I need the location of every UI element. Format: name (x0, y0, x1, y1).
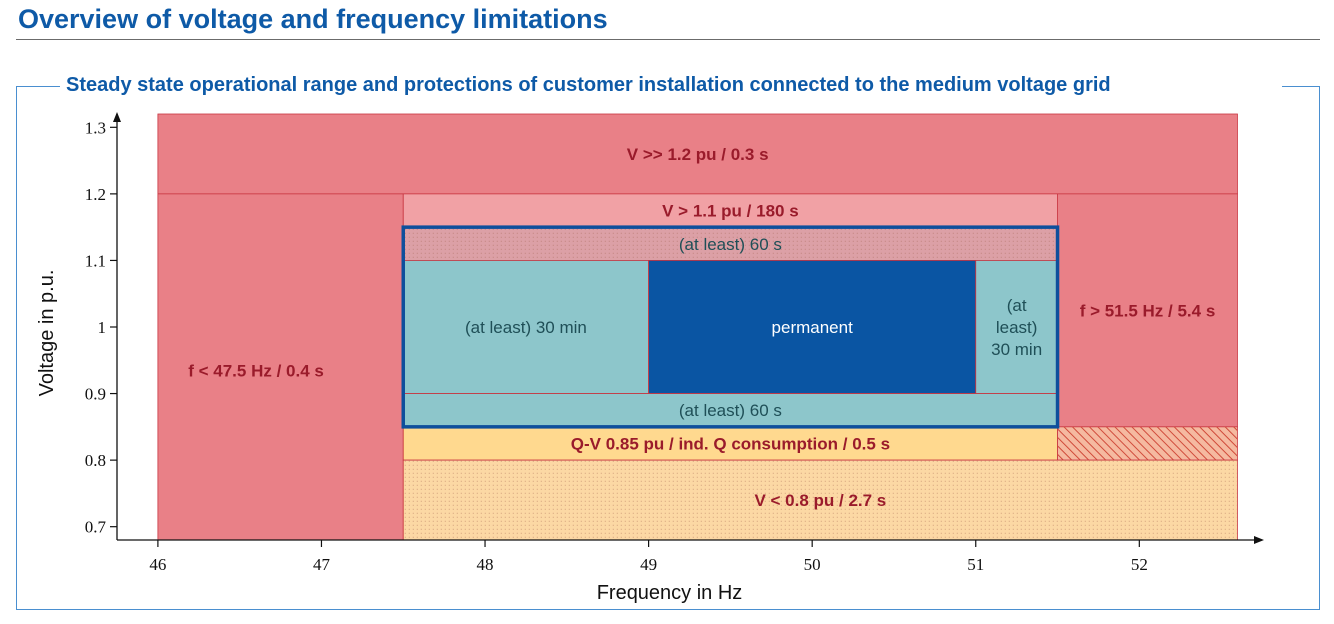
zone-label-permanent: permanent (772, 318, 854, 337)
zone-label-under-frequency: f < 47.5 Hz / 0.4 s (188, 361, 324, 380)
x-tick-label-50: 50 (804, 555, 821, 574)
y-tick-label-0.8: 0.8 (85, 451, 106, 470)
zone-right-30min (975, 260, 1058, 394)
y-tick-label-1.3: 1.3 (85, 118, 106, 137)
zone-label-left-30min: (at least) 30 min (465, 318, 587, 337)
x-tick-label-51: 51 (967, 555, 984, 574)
zone-under-frequency (157, 193, 404, 541)
zone-under-voltage-dots (403, 460, 1238, 540)
zone-permanent (648, 260, 977, 394)
chart-frame-top-right (1282, 86, 1320, 87)
y-axis-label: Voltage in p.u. (36, 270, 58, 397)
zone-label-upper-60s: (at least) 60 s (679, 235, 782, 254)
zones-layer (157, 113, 1238, 541)
zone-label-over-voltage-slow: V > 1.1 pu / 180 s (662, 202, 799, 221)
zone-q-v-hatched-hatch (1057, 426, 1238, 461)
axes-layer: 46 47 48 49 50 51 52 0.7 0.8 0.9 1 1.1 1.2 1.3 Frequen… (36, 112, 1264, 604)
y-tick-label-1: 1 (98, 318, 107, 337)
zone-label-under-voltage: V < 0.8 pu / 2.7 s (754, 491, 886, 510)
x-axis-label: Frequency in Hz (597, 582, 743, 604)
zone-lower-60s (402, 393, 1058, 428)
zone-label-q-v-protection: Q-V 0.85 pu / ind. Q consumption / 0.5 s (571, 434, 890, 453)
chart-frame-top-left (16, 86, 60, 87)
x-tick-label-49: 49 (640, 555, 657, 574)
y-tick-label-1.2: 1.2 (85, 185, 106, 204)
y-tick-label-1.1: 1.1 (85, 251, 106, 270)
zone-upper-60s-dots (403, 227, 1058, 261)
zone-over-frequency (1057, 193, 1238, 428)
y-axis-arrow (113, 112, 121, 122)
x-axis-arrow (1254, 536, 1264, 544)
x-tick-label-52: 52 (1131, 555, 1148, 574)
title-divider (16, 39, 1320, 40)
zone-over-voltage-slow (402, 193, 1058, 228)
x-tick-label-46: 46 (149, 555, 166, 574)
zone-label-right-30min: (at least) 30 min (991, 296, 1042, 359)
zone-q-v-protection (402, 426, 1058, 461)
zone-left-30min (402, 260, 650, 394)
y-tick-label-0.7: 0.7 (85, 518, 107, 537)
chart-frame (16, 86, 1320, 610)
x-tick-label-47: 47 (313, 555, 331, 574)
operational-range-border (401, 225, 1060, 429)
zone-label-lower-60s: (at least) 60 s (679, 401, 782, 420)
page-title: Overview of voltage and frequency limita… (18, 4, 608, 34)
y-tick-label-0.9: 0.9 (85, 385, 106, 404)
x-tick-label-48: 48 (477, 555, 494, 574)
zone-label-over-frequency: f > 51.5 Hz / 5.4 s (1080, 301, 1216, 320)
zone-over-voltage-fast (157, 113, 1238, 195)
chart-title: Steady state operational range and prote… (66, 74, 1111, 96)
zone-label-over-voltage-fast: V >> 1.2 pu / 0.3 s (627, 145, 769, 164)
labels-layer: V >> 1.2 pu / 0.3 s f < 47.5 Hz / 0.4 s f … (188, 145, 1215, 510)
